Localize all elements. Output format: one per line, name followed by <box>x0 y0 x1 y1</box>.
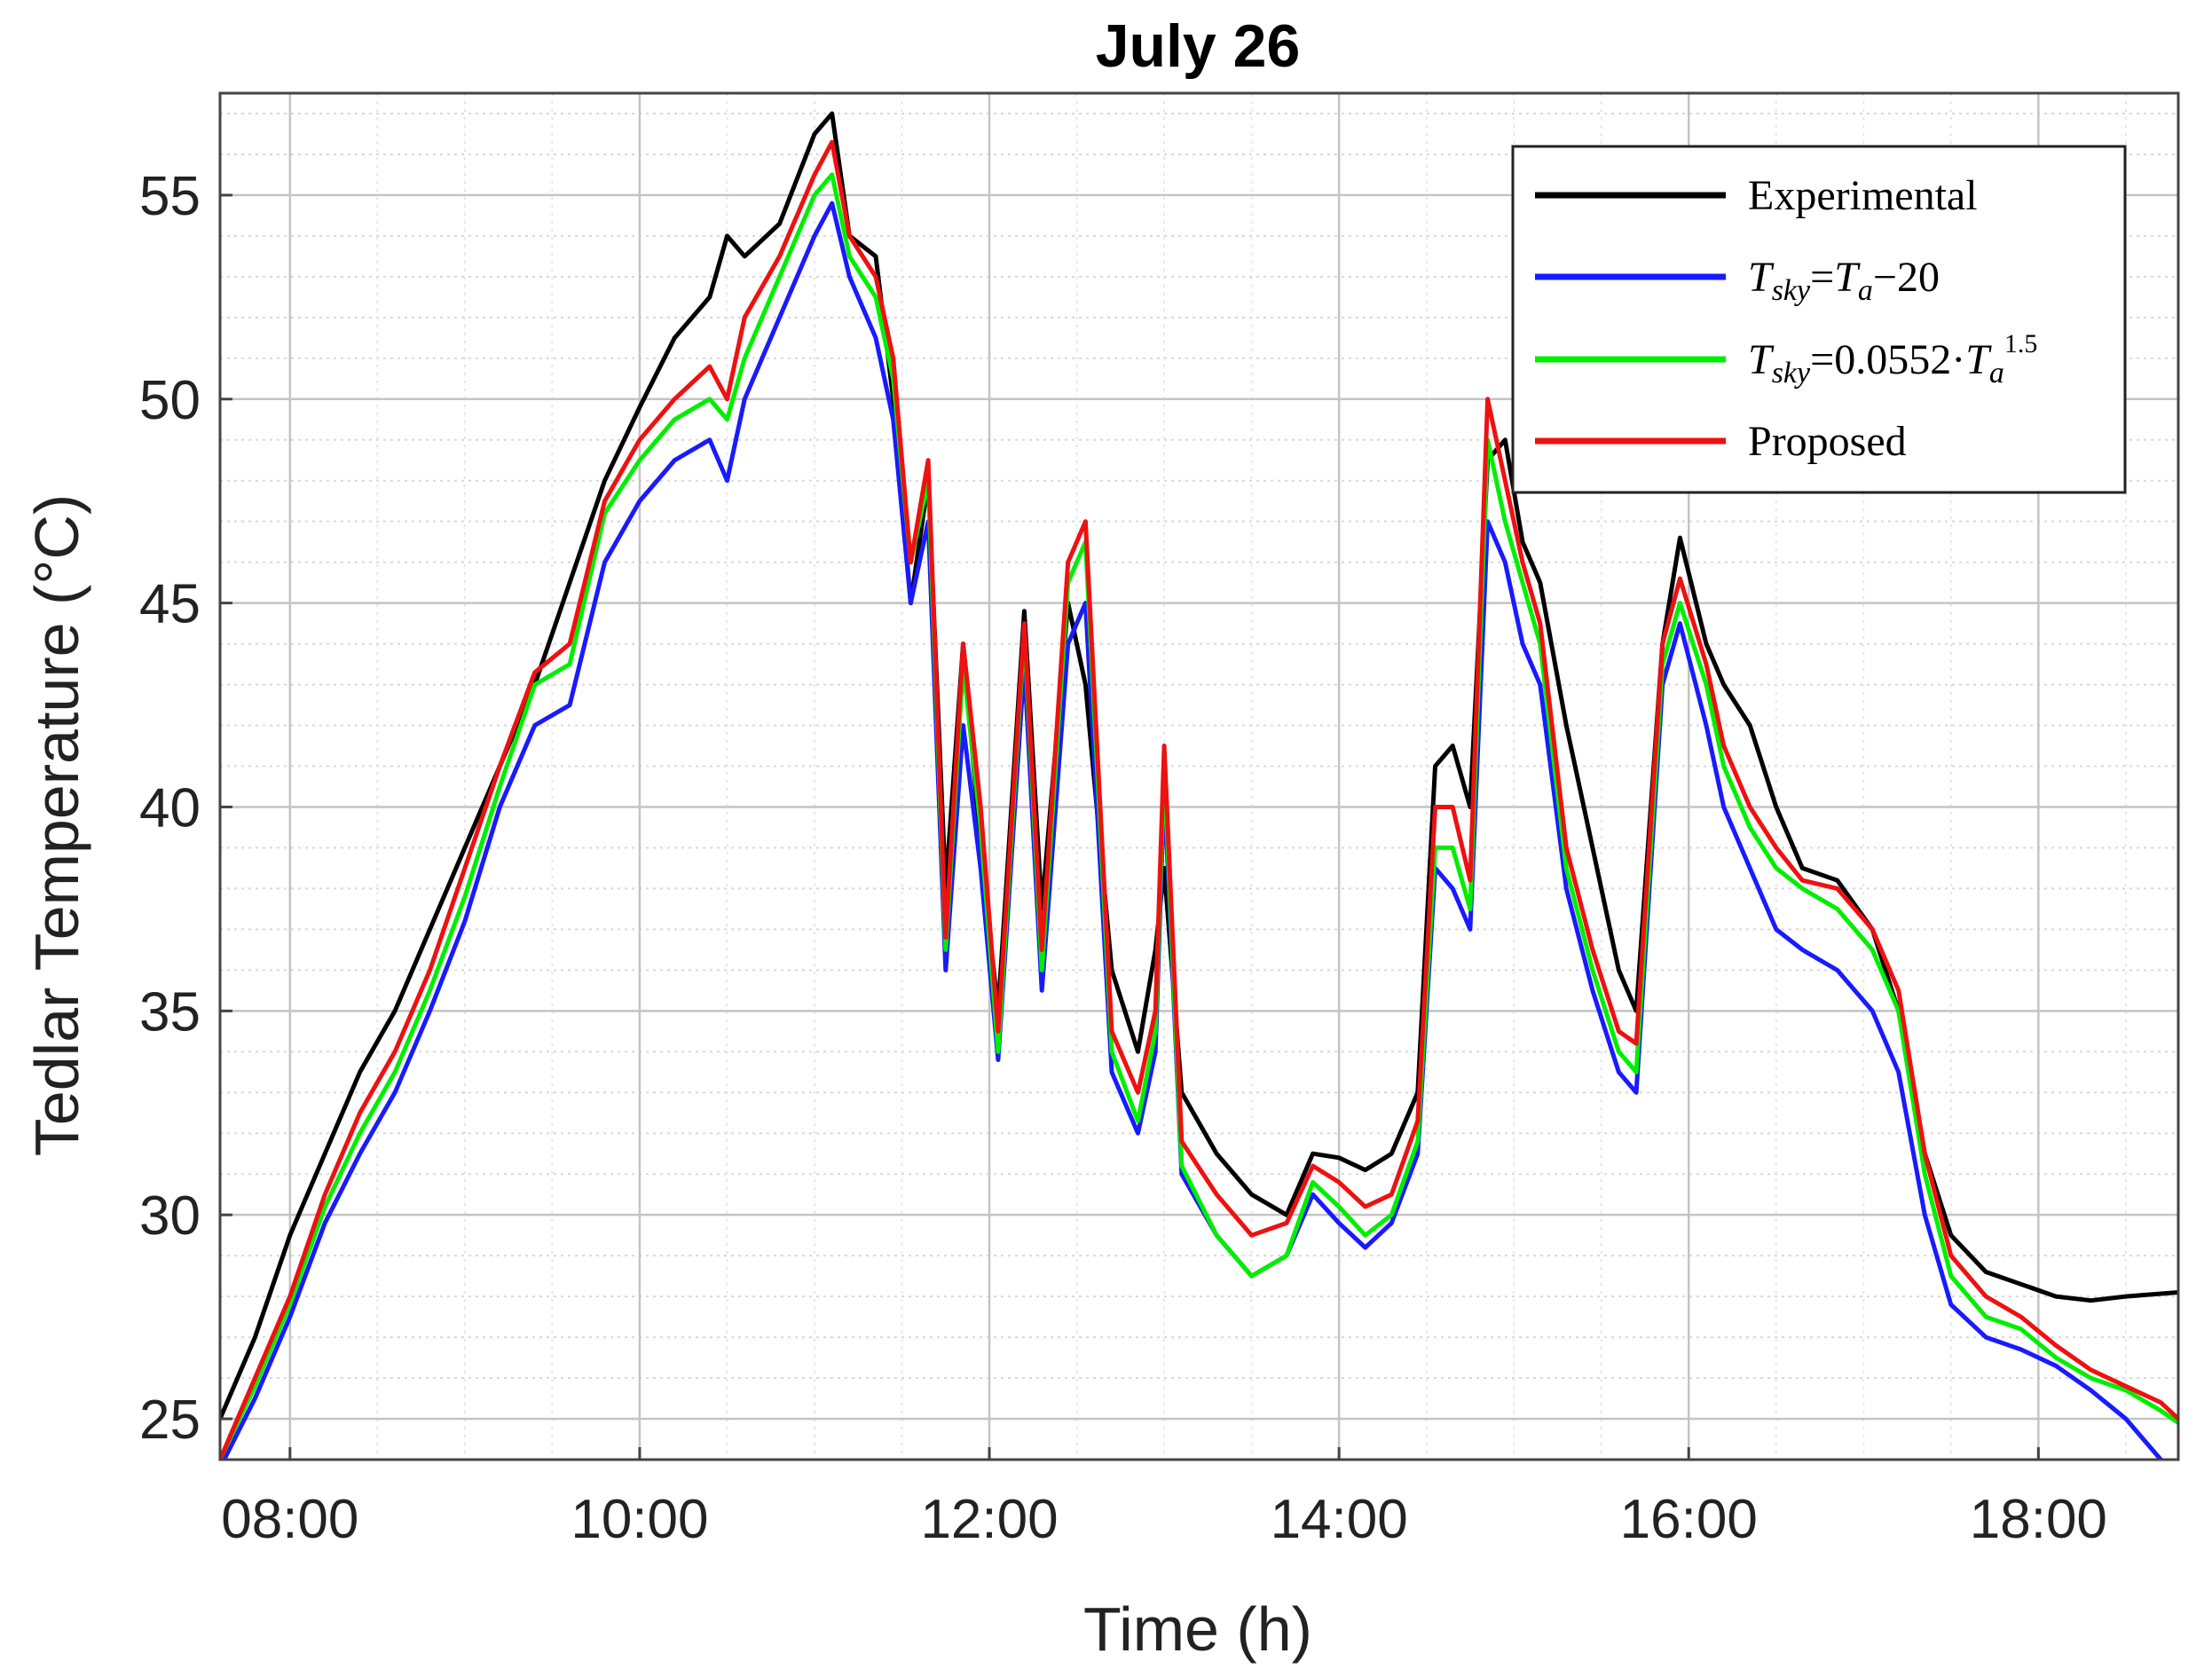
chart-title: July 26 <box>1096 12 1301 80</box>
legend-item-sky-minus-20: Tsky=Ta−20 <box>1535 254 1940 307</box>
legend-item-proposed: Proposed <box>1535 418 1907 465</box>
y-tick-label: 45 <box>139 574 201 635</box>
series-proposed <box>220 139 2178 1460</box>
y-tick-label: 50 <box>139 370 201 431</box>
y-tick-label: 30 <box>139 1185 201 1247</box>
legend-label-proposed: Proposed <box>1748 418 1907 465</box>
series-sky-power <box>220 172 2178 1460</box>
legend: Experimental Tsky=Ta−20 Tsky=0.0552·Ta1.… <box>1511 145 2127 494</box>
x-tick-label: 08:00 <box>221 1489 358 1550</box>
x-tick-label: 18:00 <box>1970 1489 2107 1550</box>
tick-labels: 25 30 35 40 45 50 55 08:00 10:00 12:00 14:00 16:00 1… <box>139 166 2107 1550</box>
x-tick-label: 10:00 <box>571 1489 708 1550</box>
legend-label-experimental: Experimental <box>1748 172 1978 219</box>
y-tick-label: 40 <box>139 777 201 838</box>
legend-item-experimental: Experimental <box>1535 172 1978 219</box>
y-tick-label: 25 <box>139 1390 201 1451</box>
legend-item-sky-power: Tsky=0.0552·Ta1.5 <box>1535 329 2037 390</box>
y-tick-label: 55 <box>139 166 201 227</box>
grid <box>220 93 2178 1460</box>
x-axis-label: Time (h) <box>1083 1594 1312 1664</box>
x-tick-label: 14:00 <box>1271 1489 1408 1550</box>
y-axis-label: Tedlar Temperature (°C) <box>22 494 91 1156</box>
legend-box <box>1511 145 2127 494</box>
x-tick-label: 16:00 <box>1620 1489 1758 1550</box>
legend-label-sky-power: Tsky=0.0552·Ta1.5 <box>1748 329 2037 390</box>
series-layer <box>220 111 2178 1460</box>
x-tick-label: 12:00 <box>920 1489 1058 1550</box>
plot-frame <box>218 91 2180 1461</box>
y-tick-label: 35 <box>139 981 201 1043</box>
legend-label-sky-minus-20: Tsky=Ta−20 <box>1748 254 1940 307</box>
